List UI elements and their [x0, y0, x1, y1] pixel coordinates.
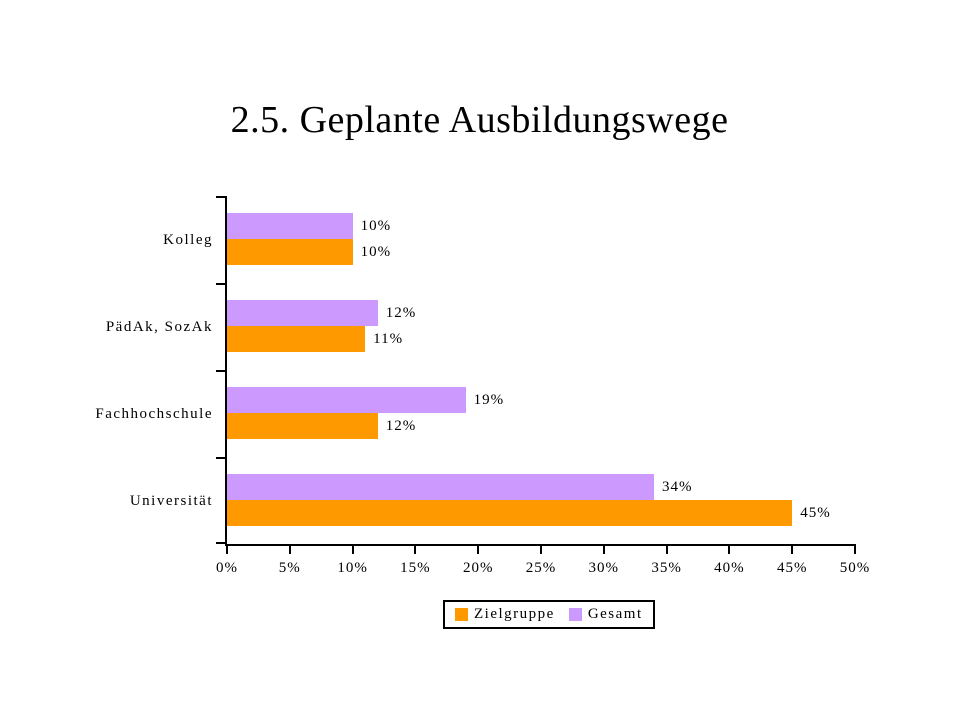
x-axis-tick-label: 35% [651, 560, 682, 576]
x-axis-tick [728, 546, 731, 554]
x-axis-tick [288, 546, 291, 554]
chart-title: 2.5. Geplante Ausbildungswege [230, 99, 729, 141]
category-label-universität: Universität [129, 492, 213, 509]
x-axis-tick [226, 546, 228, 554]
value-label-zielgruppe-universität: 45% [800, 505, 831, 521]
bar-zielgruppe-kolleg [227, 239, 353, 265]
x-axis-tick-label: 20% [462, 560, 494, 576]
x-axis-tick [665, 546, 668, 554]
x-axis-tick-label: 30% [588, 560, 620, 576]
legend: Zielgruppe Gesamt [443, 600, 655, 629]
bar-zielgruppe-fachhochschule [227, 413, 378, 439]
x-axis-tick [791, 546, 794, 554]
y-axis-tick [216, 542, 225, 544]
bar-gesamt-fachhochschule [227, 387, 466, 413]
bar-gesamt-universität [227, 474, 655, 500]
y-axis-tick [216, 457, 225, 459]
y-axis-tick [216, 370, 225, 372]
x-axis-tick-label: 0% [216, 560, 238, 576]
y-axis-tick [216, 196, 225, 198]
x-axis-tick [854, 546, 856, 554]
value-label-gesamt-fachhochschule: 19% [473, 392, 505, 408]
y-axis-tick [216, 283, 225, 285]
x-axis-tick [540, 546, 542, 554]
value-label-zielgruppe-kolleg: 10% [360, 244, 392, 260]
legend-swatch-gesamt [568, 608, 582, 621]
y-axis-line [225, 196, 227, 546]
x-axis-tick [351, 546, 354, 554]
x-axis-line [225, 544, 856, 546]
value-label-zielgruppe-pädak-sozak: 11% [373, 331, 404, 347]
x-axis-tick-label: 10% [337, 560, 368, 576]
category-label-fachhochschule: Fachhochschule [95, 405, 213, 422]
bar-zielgruppe-pädak-sozak [227, 326, 366, 352]
x-axis-tick [602, 546, 605, 554]
x-axis-tick-label: 40% [714, 560, 745, 576]
x-axis-tick-label: 15% [400, 560, 431, 576]
category-label-pädak-sozak: PädAk, SozAk [105, 318, 213, 335]
x-axis-tick-label: 25% [525, 560, 557, 576]
x-axis-tick-label: 45% [776, 560, 808, 576]
category-label-kolleg: Kolleg [163, 231, 213, 248]
legend-item-zielgruppe: Zielgruppe [455, 606, 555, 623]
legend-swatch-zielgruppe [455, 608, 468, 621]
legend-label-zielgruppe: Zielgruppe [474, 606, 555, 622]
value-label-gesamt-kolleg: 10% [360, 218, 392, 234]
plot-area: 0% 5% 10% 15% 20% 25% 30% 35% 40% 45% 50% Kolleg 10%… [95, 196, 869, 576]
value-label-gesamt-pädak-sozak: 12% [385, 305, 417, 321]
value-label-gesamt-universität: 34% [662, 479, 693, 495]
bar-gesamt-kolleg [227, 213, 353, 239]
x-axis-tick-label: 5% [278, 560, 301, 576]
bar-gesamt-pädak-sozak [227, 300, 378, 326]
bar-zielgruppe-universität [227, 500, 793, 526]
legend-label-gesamt: Gesamt [587, 606, 643, 622]
x-axis-tick [477, 546, 480, 554]
value-label-zielgruppe-fachhochschule: 12% [385, 418, 417, 434]
legend-item-gesamt: Gesamt [568, 606, 643, 623]
x-axis-tick-label: 50% [839, 560, 871, 576]
x-axis-tick [414, 546, 417, 554]
